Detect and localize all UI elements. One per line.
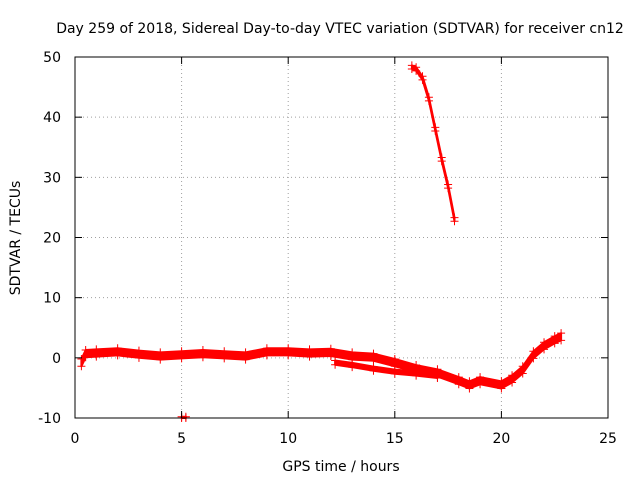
data-point-marker [220, 354, 229, 363]
y-axis-label: SDTVAR / TECUs [8, 181, 24, 296]
data-point-marker [433, 373, 442, 382]
axis-ticks: 0 5 10 15 20 25 -10 0 10 20 30 40 50 [38, 50, 617, 447]
data-point-marker [390, 369, 399, 378]
data-point-marker [412, 371, 421, 380]
data-point-marker [529, 354, 538, 363]
data-point-marker [81, 346, 90, 355]
data-point-marker [305, 345, 314, 354]
data-point-marker [262, 351, 271, 360]
data-point-marker [497, 384, 506, 393]
data-point-marker [454, 373, 463, 382]
data-point-marker [92, 352, 101, 361]
x-tick-label: 15 [386, 431, 404, 447]
data-point-marker [437, 157, 446, 166]
data-point-marker [557, 336, 566, 345]
data-point-marker [557, 329, 566, 338]
y-tick-label: 30 [43, 170, 61, 186]
data-point-marker [156, 355, 165, 364]
data-point-marker [113, 351, 122, 360]
data-point-marker [134, 346, 143, 355]
data-point-marker [424, 96, 433, 105]
data-point-marker [444, 184, 453, 193]
data-point-marker [134, 353, 143, 362]
data-point-marker [156, 348, 165, 357]
data-point-marker [348, 363, 357, 372]
data-point-marker [431, 127, 440, 136]
data-point-marker [284, 351, 293, 360]
x-tick-label: 25 [599, 431, 617, 447]
x-tick-label: 0 [71, 431, 80, 447]
data-point-marker [476, 380, 485, 389]
data-point-marker [508, 371, 517, 380]
data-point-marker [540, 345, 549, 354]
data-point-marker [369, 366, 378, 375]
y-tick-label: 10 [43, 291, 61, 307]
data-point-marker [331, 360, 340, 369]
data-point-marker [369, 349, 378, 358]
data-markers [77, 61, 566, 422]
data-point-marker [81, 353, 90, 362]
data-point-marker [476, 373, 485, 382]
data-point-marker [92, 345, 101, 354]
data-point-marker [465, 384, 474, 393]
series-band-main-band [80, 332, 563, 390]
data-point-marker [550, 339, 559, 348]
data-point-marker [177, 347, 186, 356]
data-point-marker [550, 332, 559, 341]
data-point-marker [113, 344, 122, 353]
data-point-marker [518, 369, 527, 378]
chart-title: Day 259 of 2018, Sidereal Day-to-day VTE… [56, 21, 624, 37]
y-tick-label: 0 [52, 351, 61, 367]
x-axis-label: GPS time / hours [282, 459, 399, 475]
y-tick-label: 40 [43, 110, 61, 126]
data-point-marker [284, 344, 293, 353]
data-point-marker [348, 348, 357, 357]
data-point-marker [465, 377, 474, 386]
data-point-marker [454, 380, 463, 389]
x-tick-label: 10 [279, 431, 297, 447]
data-point-marker [418, 75, 427, 84]
data-point-marker [262, 344, 271, 353]
data-point-marker [518, 362, 527, 371]
data-point-marker [326, 344, 335, 353]
x-tick-label: 5 [177, 431, 186, 447]
data-point-marker [450, 217, 459, 226]
data-point-marker [412, 66, 421, 75]
data-point-marker [198, 353, 207, 362]
data-point-marker [497, 377, 506, 386]
y-tick-label: -10 [38, 411, 61, 427]
data-point-marker [177, 354, 186, 363]
data-point-marker [77, 355, 86, 364]
data-point-marker [77, 362, 86, 371]
series-band-high-arc [410, 64, 456, 223]
x-tick-label: 20 [492, 431, 510, 447]
data-point-marker [241, 355, 250, 364]
data-point-marker [390, 355, 399, 364]
data-point-marker [529, 347, 538, 356]
data-point-marker [508, 378, 517, 387]
data-point-marker [241, 348, 250, 357]
data-point-marker [198, 346, 207, 355]
data-point-marker [326, 352, 335, 361]
data-point-marker [407, 65, 416, 74]
data-point-marker [220, 347, 229, 356]
data-point-marker [305, 352, 314, 361]
y-tick-label: 20 [43, 231, 61, 247]
y-tick-label: 50 [43, 50, 61, 66]
data-point-marker [540, 338, 549, 347]
